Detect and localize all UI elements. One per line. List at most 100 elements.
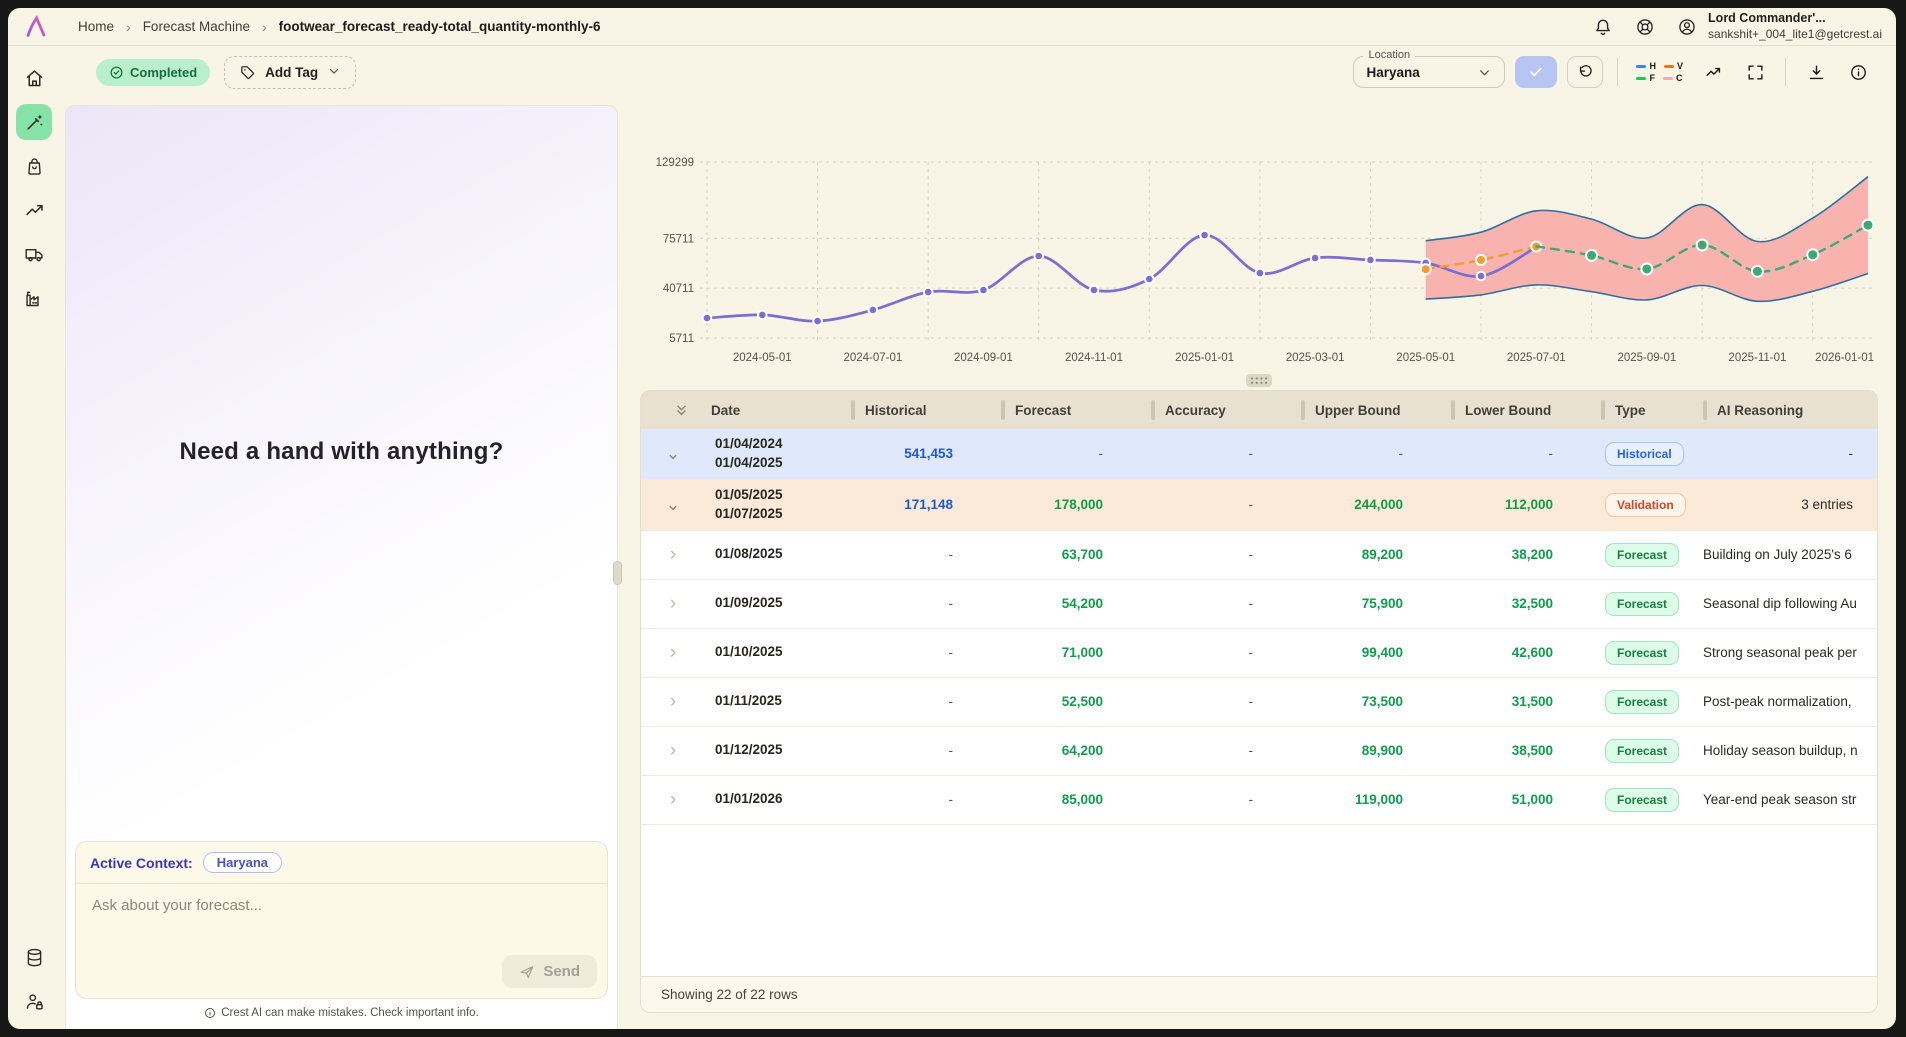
crest-logo-icon[interactable] [22, 13, 52, 41]
cell-lower-bound: 32,500 [1511, 596, 1553, 612]
paper-plane-icon [521, 965, 534, 978]
cell-forecast: 63,700 [1061, 547, 1103, 563]
fullscreen-button[interactable] [1739, 56, 1771, 88]
info-icon [205, 1008, 216, 1018]
cell-lower-bound: 38,200 [1511, 547, 1553, 563]
table-row[interactable]: › 01/09/2025 - 54,200 - 75,900 32,500 Fo… [641, 579, 1877, 629]
series-legend-toggle[interactable]: H V F C [1632, 59, 1687, 85]
location-select[interactable]: Location Haryana [1353, 49, 1506, 88]
row-expand-chevron[interactable]: › [669, 544, 677, 566]
user-email: sankshit+_004_lite1@getcrest.ai [1708, 26, 1882, 41]
type-badge: Forecast [1605, 689, 1680, 714]
check-circle-icon [110, 66, 123, 78]
table-row[interactable]: › 01/08/2025 - 63,700 - 89,200 38,200 Fo… [641, 530, 1877, 580]
breadcrumb-home[interactable]: Home [78, 19, 115, 34]
sidebar-item-data-sources[interactable] [16, 939, 52, 975]
sidebar-item-home[interactable] [16, 60, 52, 96]
forecast-chart[interactable]: 5711 40711 75711 129299 2024-05-01 2024-07-01… [640, 105, 1878, 373]
add-tag-button[interactable]: Add Tag [224, 55, 357, 89]
toolbar: Completed Add Tag Location Haryana [60, 46, 1896, 98]
double-chevron-down-icon [676, 405, 686, 415]
panel-resize-handle[interactable] [613, 561, 622, 585]
chat-input[interactable] [76, 884, 607, 950]
table-row[interactable]: › 01/11/2025 - 52,500 - 73,500 31,500 Fo… [641, 677, 1877, 727]
info-button[interactable] [1842, 56, 1874, 88]
table-row[interactable]: › 01/12/2025 - 64,200 - 89,900 38,500 Fo… [641, 726, 1877, 776]
cell-forecast: 178,000 [1054, 497, 1103, 513]
table-row[interactable]: › 01/10/2025 - 71,000 - 99,400 42,600 Fo… [641, 628, 1877, 678]
cell-ai-reasoning: Building on July 2025's 6 [1703, 547, 1852, 563]
undo-icon [1579, 64, 1592, 77]
row-expand-chevron[interactable]: › [669, 691, 677, 713]
cell-upper-bound: 73,500 [1361, 694, 1403, 710]
cell-historical: - [948, 792, 954, 808]
forecast-table: Date Historical Forecast Accuracy Upper … [640, 390, 1878, 1013]
trend-view-button[interactable] [1697, 56, 1729, 88]
type-badge: Forecast [1605, 591, 1680, 616]
cell-ai-reasoning: Year-end peak season str [1703, 792, 1857, 808]
type-badge: Historical [1605, 441, 1684, 466]
chart-table-splitter[interactable] [640, 373, 1878, 387]
sidebar-item-supply[interactable] [16, 236, 52, 272]
cell-date: 01/10/2025 [715, 644, 783, 660]
cell-upper-bound: 244,000 [1354, 497, 1403, 513]
cell-ai-reasoning: Strong seasonal peak per [1703, 645, 1857, 661]
reset-button[interactable] [1567, 56, 1604, 88]
header-lower-bound: Lower Bound [1445, 391, 1595, 429]
table-row[interactable]: › 01/01/2026 - 85,000 - 119,000 51,000 F… [641, 775, 1877, 825]
cell-lower-bound: 38,500 [1511, 743, 1553, 759]
table-row[interactable]: ⌄ 01/05/2025 01/07/2025 171,148 178,000 -… [641, 479, 1877, 531]
app-window: Home › Forecast Machine › footwear_forec… [8, 8, 1896, 1029]
cell-date: 01/08/2025 [715, 546, 783, 562]
active-context-chip[interactable]: Haryana [202, 852, 282, 873]
svg-text:2025-05-01: 2025-05-01 [1396, 352, 1455, 364]
status-badge: Completed [96, 58, 211, 86]
row-expand-chevron[interactable]: › [669, 642, 677, 664]
row-expand-chevron[interactable]: ⌄ [665, 495, 681, 515]
sidebar-item-user-access[interactable] [16, 983, 52, 1019]
shopping-bag-icon [27, 157, 41, 175]
sidebar-item-production[interactable] [16, 280, 52, 316]
cell-forecast: 64,200 [1061, 743, 1103, 759]
cell-lower-bound: 42,600 [1511, 645, 1553, 661]
database-icon [27, 948, 41, 966]
expand-icon [1747, 64, 1763, 80]
cell-accuracy: - [1248, 596, 1254, 612]
header-forecast: Forecast [995, 391, 1145, 429]
help-lifebuoy-icon[interactable] [1632, 14, 1658, 40]
sidebar-item-forecast-machine[interactable] [16, 104, 52, 140]
cell-date: 01/09/2025 [715, 595, 783, 611]
row-expand-chevron[interactable]: › [669, 789, 677, 811]
chevron-right-icon: › [261, 18, 267, 35]
send-button[interactable]: Send [502, 955, 597, 988]
apply-location-button[interactable] [1515, 56, 1558, 88]
type-badge: Forecast [1605, 542, 1680, 567]
svg-text:129299: 129299 [656, 157, 694, 169]
cell-forecast: 85,000 [1061, 792, 1103, 808]
cell-date: 01/04/2024 01/04/2025 [715, 436, 783, 470]
cell-lower-bound: 31,500 [1511, 694, 1553, 710]
cell-historical: 171,148 [904, 497, 953, 513]
table-footer: Showing 22 of 22 rows [641, 976, 1877, 1012]
factory-icon [25, 291, 39, 306]
download-button[interactable] [1800, 56, 1832, 88]
sidebar-item-trends[interactable] [16, 192, 52, 228]
breadcrumb-forecast-machine[interactable]: Forecast Machine [142, 19, 250, 34]
sidebar-item-orders[interactable] [16, 148, 52, 184]
svg-text:2024-11-01: 2024-11-01 [1065, 352, 1123, 364]
type-badge: Validation [1605, 492, 1686, 517]
svg-text:2025-09-01: 2025-09-01 [1617, 352, 1676, 364]
topbar: Home › Forecast Machine › footwear_forec… [8, 8, 1896, 46]
notifications-bell-icon[interactable] [1590, 14, 1616, 40]
row-expand-chevron[interactable]: ⌄ [665, 444, 681, 464]
row-expand-chevron[interactable]: › [669, 593, 677, 615]
active-context-label: Active Context: [90, 854, 193, 871]
table-row[interactable]: ⌄ 01/04/2024 01/04/2025 541,453 - - - - H… [641, 429, 1877, 480]
user-menu[interactable]: Lord Commander'... sankshit+_004_lite1@g… [1674, 11, 1882, 42]
user-name: Lord Commander'... [1708, 11, 1826, 26]
cell-historical: - [948, 694, 954, 710]
truck-icon [24, 248, 43, 261]
collapse-all-button[interactable] [641, 391, 705, 429]
row-expand-chevron[interactable]: › [669, 740, 677, 762]
header-type: Type [1595, 391, 1697, 429]
